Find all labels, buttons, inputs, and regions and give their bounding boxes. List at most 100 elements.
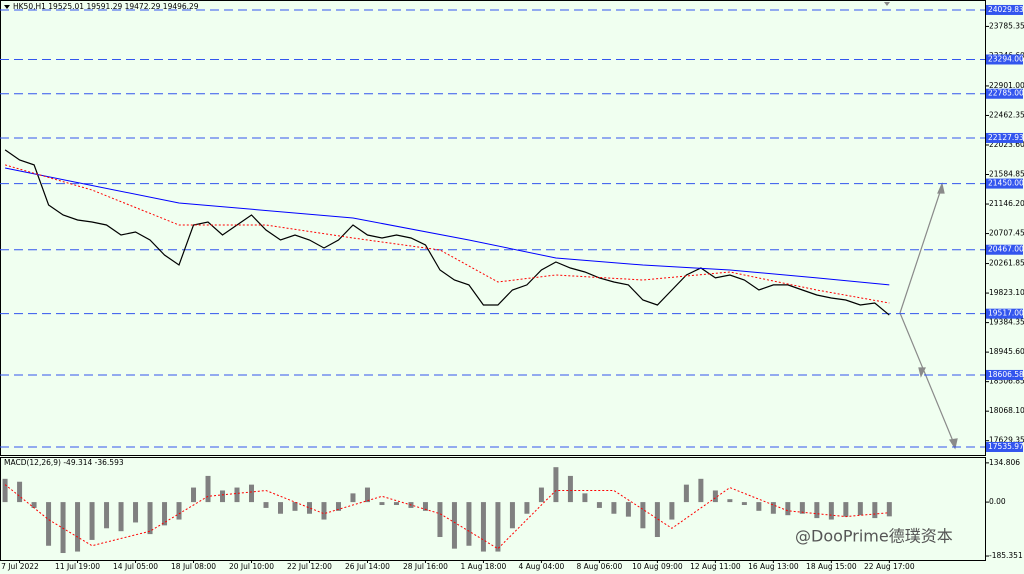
watermark: @DooPrime德璞资本 [795,527,953,546]
level-label: 22785.00 [988,89,1024,98]
macd-bar [509,502,515,529]
macd-bar [625,502,631,517]
level-label: 17535.97 [988,442,1024,451]
projection-arrows [899,182,958,450]
x-tick-label: 22 Jul 12:00 [287,562,332,571]
macd-bar [335,502,341,511]
macd-bar [2,478,8,503]
level-label: 24029.83 [988,5,1024,14]
macd-bar [220,490,226,503]
level-label: 18606.58 [988,370,1024,379]
arrow-head [949,438,958,450]
y-tick-label: -185.351 [989,551,1023,560]
y-tick-label: 20707.45 [989,229,1024,238]
macd-bar [451,502,457,549]
macd-bar [828,502,834,520]
y-tick-label: 134.806 [989,458,1020,467]
x-tick-label: 12 Aug 11:00 [690,562,741,571]
macd-bar [393,502,399,506]
level-tag [986,308,1023,319]
series-line [4,164,890,304]
macd-bar [524,502,530,514]
y-tick-label: 20261.85 [989,259,1024,268]
macd-bar [292,502,298,511]
macd-bar [567,475,573,503]
macd-bar [770,502,776,514]
arrow-down [899,312,956,447]
level-tag [986,441,1023,452]
macd-bar [495,502,501,552]
macd-bar [176,502,182,520]
y-tick-label: 0.00 [989,497,1006,506]
y-tick-label: 21584.85 [989,170,1024,179]
x-tick-label: 18 Aug 15:00 [806,562,857,571]
macd-bar [727,499,733,503]
x-tick-label: 18 Jul 08:00 [171,562,216,571]
macd-bar [350,493,356,503]
macd-bar [133,502,139,523]
x-tick-label: 8 Aug 06:00 [577,562,623,571]
x-tick-label: 7 Jul 2022 [1,562,39,571]
macd-bar [191,487,197,503]
macd-bar [75,502,81,552]
macd-bar [249,484,255,503]
level-label: 19517.00 [988,309,1024,318]
signal-line [4,484,890,550]
level-tag [986,132,1023,143]
macd-bar [843,502,849,517]
x-tick-label: 26 Jul 14:00 [345,562,390,571]
macd-bar [205,475,211,503]
x-tick-label: 1 Aug 18:00 [461,562,507,571]
level-tag [986,369,1023,380]
level-tag [986,88,1023,99]
x-tick-label: 14 Jul 05:00 [113,562,158,571]
macd-bar [60,502,66,554]
y-tick-label: 21146.20 [989,199,1024,208]
macd-bar [669,502,675,520]
level-tag [986,4,1023,15]
macd-bar [741,502,747,506]
macd-bar [46,502,52,546]
arrow-head [937,182,945,194]
x-tick-label: 22 Aug 17:00 [864,562,915,571]
macd-bar [683,484,689,503]
main-panel [0,0,986,456]
x-tick-label: 4 Aug 04:00 [519,562,565,571]
macd-bar [321,502,327,520]
macd-bar [147,502,153,535]
macd-bar [886,502,892,517]
y-tick-label: 18068.10 [989,406,1024,415]
series-line [5,167,890,286]
level-label: 21450.00 [988,179,1024,188]
macd-bar [364,487,370,503]
macd-bar [799,502,805,514]
macd-bar [785,502,791,516]
level-label: 20467.00 [988,245,1024,254]
x-tick-label: 16 Aug 13:00 [748,562,799,571]
y-tick-label: 22462.35 [989,110,1024,119]
macd-bar [596,502,602,508]
macd-bar [306,502,312,514]
level-label: 23294.00 [988,54,1024,63]
macd-bar [17,481,23,503]
series-line [4,149,890,316]
macd-bar [857,502,863,516]
y-tick-label: 19384.35 [989,318,1024,327]
macd-title: MACD(12,26,9) -49.314 -36.593 [4,458,124,467]
macd-bar [422,502,428,511]
y-tick-label: 17629.35 [989,436,1024,445]
macd-bar [162,502,168,526]
macd-bar [437,502,443,538]
macd-bar [379,502,385,506]
macd-bar [234,487,240,503]
macd-bar [31,502,37,508]
shift-marker [884,2,890,6]
macd-panel [0,457,986,561]
macd-bar [712,490,718,503]
macd-bar [118,502,124,532]
x-tick-label: 11 Jul 19:00 [55,562,100,571]
macd-bar [640,502,646,529]
macd-bar [466,502,472,546]
